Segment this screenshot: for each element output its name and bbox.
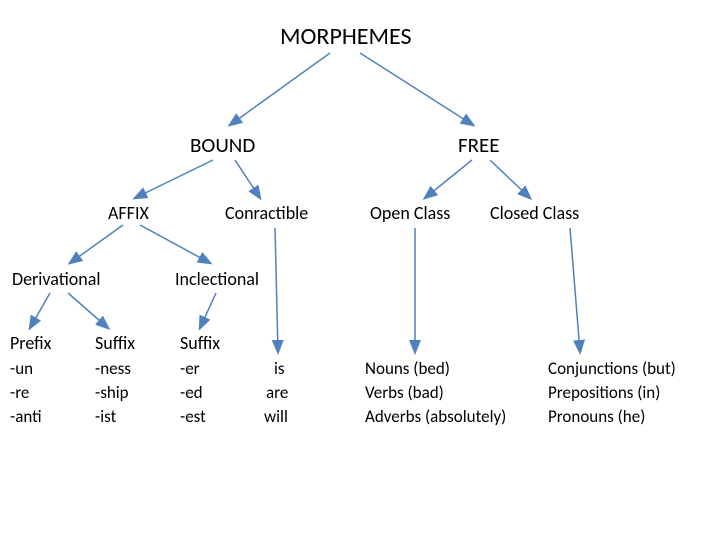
leaf-closed_ex-1: Prepositions (in)	[548, 382, 660, 403]
leaf-open_ex-0: Nouns (bed)	[365, 358, 450, 379]
node-suffix1: Suffix	[95, 332, 135, 354]
leaf-suffix2_ex-1: -ed	[180, 382, 203, 403]
edge-7	[140, 225, 210, 263]
leaf-closed_ex-0: Conjunctions (but)	[548, 358, 676, 379]
leaf-open_ex-1: Verbs (bad)	[365, 382, 444, 403]
edge-9	[68, 293, 108, 328]
leaf-closed_ex-2: Pronouns (he)	[548, 406, 645, 427]
node-closedclass: Closed Class	[490, 202, 579, 224]
leaf-suffix1_ex-2: -ist	[95, 406, 116, 427]
leaf-contractible_ex-0: is	[274, 358, 285, 379]
leaf-suffix2_ex-2: -est	[180, 406, 206, 427]
node-derivational: Derivational	[12, 268, 101, 290]
tree-arrows	[0, 0, 728, 546]
edge-3	[235, 160, 260, 198]
edge-1	[360, 53, 473, 125]
leaf-prefix_ex-2: -anti	[10, 406, 42, 427]
edge-8	[30, 293, 50, 328]
node-suffix2: Suffix	[180, 332, 220, 354]
edge-11	[275, 228, 278, 352]
node-inflectional: Inclectional	[175, 268, 259, 290]
node-openclass: Open Class	[370, 202, 450, 224]
leaf-prefix_ex-0: -un	[10, 358, 33, 379]
node-bound: BOUND	[190, 132, 255, 158]
leaf-open_ex-2: Adverbs (absolutely)	[365, 406, 506, 427]
leaf-prefix_ex-1: -re	[10, 382, 29, 403]
leaf-contractible_ex-2: will	[264, 406, 288, 427]
edge-0	[230, 53, 330, 125]
leaf-contractible_ex-1: are	[266, 382, 288, 403]
node-free: FREE	[458, 132, 500, 158]
node-contractible: Conractible	[225, 202, 308, 224]
edge-6	[70, 225, 123, 263]
edge-13	[570, 228, 580, 352]
edge-4	[425, 160, 472, 198]
leaf-suffix1_ex-0: -ness	[95, 358, 131, 379]
edge-5	[490, 160, 530, 198]
node-prefix: Prefix	[10, 332, 51, 354]
leaf-suffix1_ex-1: -ship	[95, 382, 129, 403]
edge-2	[135, 160, 213, 198]
node-root: MORPHEMES	[280, 22, 412, 51]
leaf-suffix2_ex-0: -er	[180, 358, 200, 379]
node-affix: AFFIX	[108, 202, 149, 224]
edge-10	[200, 293, 216, 328]
